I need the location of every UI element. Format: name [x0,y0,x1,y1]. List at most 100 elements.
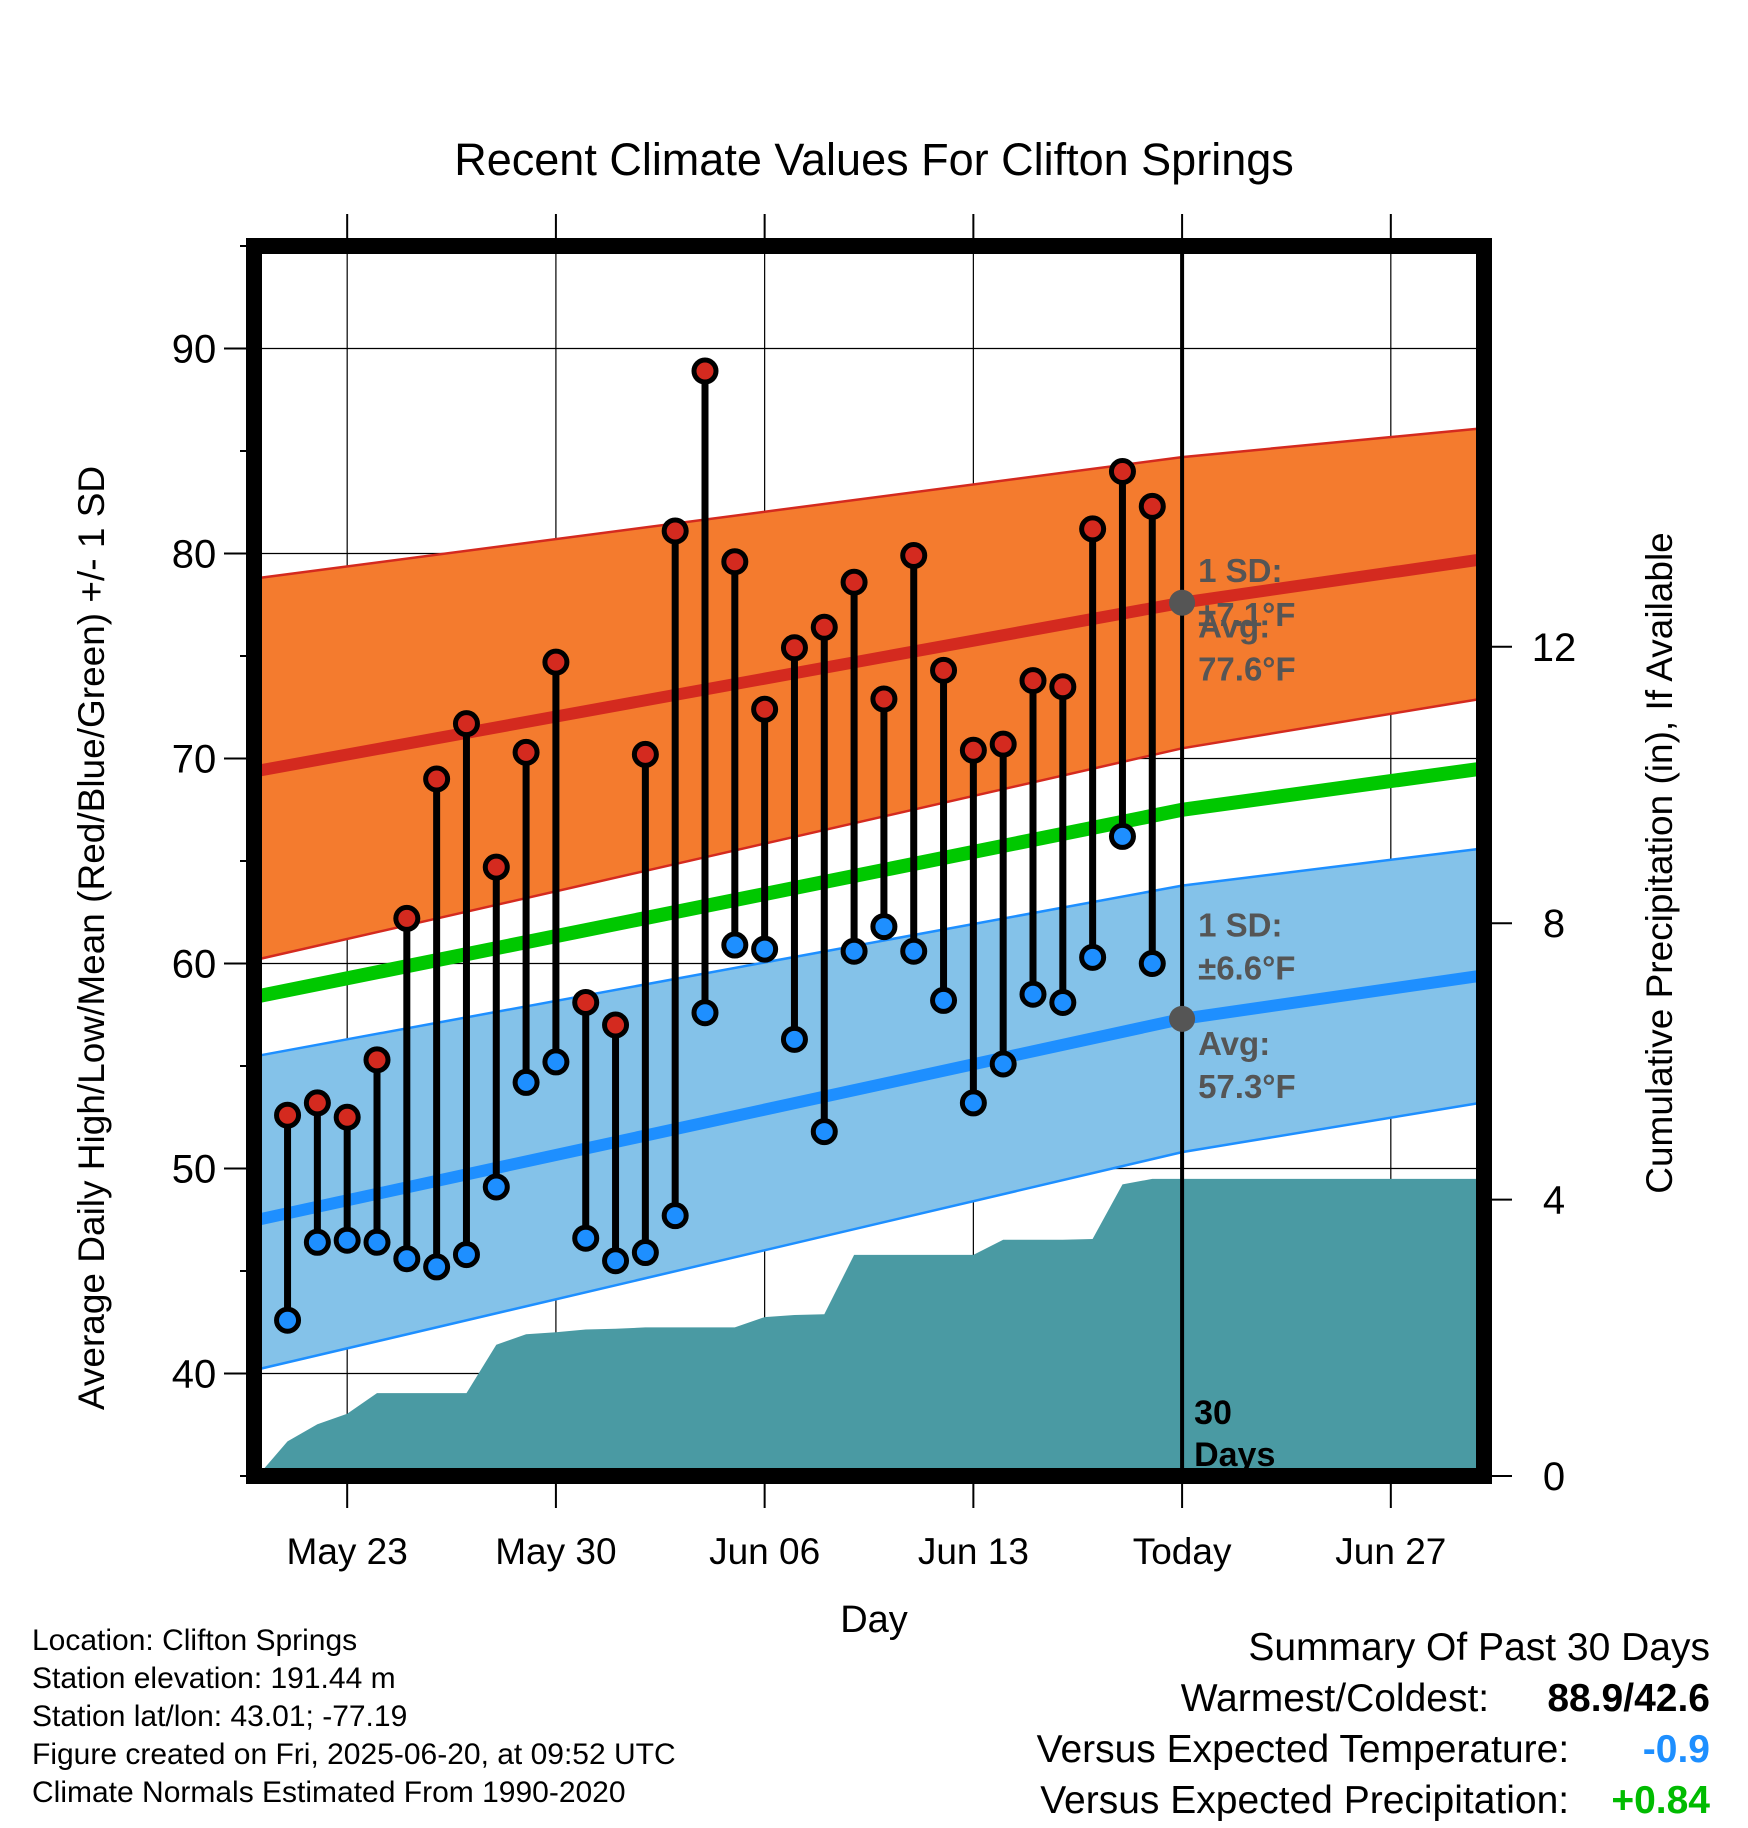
y-left-tick-label: 70 [172,738,217,782]
daily-low-point [423,1253,451,1281]
daily-low-point [452,1241,480,1269]
y-right-tick-label: 4 [1543,1179,1565,1223]
daily-low-point [721,931,749,959]
daily-high-point [393,904,421,932]
daily-low-point [930,986,958,1014]
daily-high-point [959,736,987,764]
daily-low-point [780,1025,808,1053]
daily-low-point [989,1050,1017,1078]
daily-low-point [572,1224,600,1252]
normals-text: Climate Normals Estimated From 1990-2020 [32,1776,626,1809]
daily-high-point [572,988,600,1016]
x-tick-label: Jun 27 [1335,1531,1446,1572]
daily-high-point [870,685,898,713]
high-normal-band [257,428,1481,960]
warm-cold-label: Warmest/Coldest: [1180,1677,1490,1720]
daily-low-point [751,935,779,963]
daily-low-point [840,937,868,965]
high-sd-label: 1 SD: [1198,552,1282,589]
y-axis-right-label: Cumulative Precipitation (in), If Availa… [1639,532,1680,1194]
daily-high-point [780,634,808,662]
high-avg-label: Avg: [1198,608,1270,645]
daily-high-point [840,568,868,596]
y-right-tick-label: 8 [1543,902,1565,946]
summary-panel: Summary Of Past 30 Days Warmest/Coldest:… [810,1622,1710,1826]
daily-high-point [1079,515,1107,543]
daily-low-point [1108,822,1136,850]
daily-low-point [363,1228,391,1256]
daily-low-point [512,1068,540,1096]
low-avg-label: Avg: [1198,1025,1270,1062]
temp-row: Versus Expected Temperature: -0.9 [810,1724,1710,1775]
x-tick-label: Jun 06 [709,1531,820,1572]
daily-low-point [1079,943,1107,971]
station-info: Location: Clifton Springs Station elevat… [32,1622,676,1812]
daily-high-point [721,548,749,576]
daily-high-point [751,695,779,723]
elevation-text: Station elevation: 191.44 m [32,1662,396,1695]
low-avg-today-point [1169,1005,1196,1032]
temp-value: -0.9 [1642,1728,1710,1771]
days-count-label: 30 [1194,1394,1232,1432]
daily-low-point [691,999,719,1027]
daily-high-point [661,517,689,545]
x-axis-label: Day [840,1599,908,1641]
precip-value: +0.84 [1611,1779,1710,1822]
low-normal-band [257,848,1481,1370]
x-tick-label: May 30 [495,1531,616,1572]
daily-low-point [810,1118,838,1146]
daily-low-point [274,1306,302,1334]
chart-title: Recent Climate Values For Clifton Spring… [454,134,1294,185]
high-avg-value: 77.6°F [1198,651,1296,688]
daily-high-point [989,730,1017,758]
daily-high-point [333,1103,361,1131]
daily-high-point [452,710,480,738]
daily-high-point [512,738,540,766]
daily-low-point [1049,988,1077,1016]
created-text: Figure created on Fri, 2025-06-20, at 09… [32,1738,676,1771]
daily-low-point [1138,950,1166,977]
daily-high-point [930,656,958,684]
warm-cold-value: 88.9/42.6 [1547,1677,1710,1720]
precip-row: Versus Expected Precipitation: +0.84 [810,1775,1710,1826]
daily-high-point [810,613,838,641]
y-right-tick-label: 12 [1532,626,1577,670]
daily-low-point [333,1226,361,1254]
summary-title: Summary Of Past 30 Days [1248,1626,1710,1669]
daily-high-point [363,1046,391,1074]
daily-high-point [274,1101,302,1129]
daily-low-point [542,1048,570,1076]
y-left-tick-label: 90 [172,328,217,372]
days-word-label: Days [1194,1436,1275,1474]
x-tick-label: Today [1133,1531,1232,1572]
x-tick-label: May 23 [287,1531,408,1572]
low-avg-value: 57.3°F [1198,1068,1296,1105]
daily-high-point [631,740,659,768]
precip-label: Versus Expected Precipitation: [1040,1779,1570,1822]
y-left-tick-label: 50 [172,1148,217,1192]
daily-high-point [542,648,570,676]
temp-label: Versus Expected Temperature: [1036,1728,1570,1771]
y-left-tick-label: 60 [172,943,217,987]
daily-high-point [303,1089,331,1117]
y-right-tick-label: 0 [1543,1455,1565,1499]
daily-high-point [482,853,510,881]
daily-low-point [900,937,928,965]
daily-low-point [303,1228,331,1256]
plot-inner [254,246,1484,1476]
daily-low-point [959,1089,987,1117]
high-sd-value: ±7.1°F [1198,596,1295,633]
daily-low-point [602,1247,630,1275]
daily-high-point [1019,667,1047,695]
daily-high-point [1138,492,1166,520]
latlon-text: Station lat/lon: 43.01; -77.19 [32,1700,408,1733]
daily-high-point [691,357,719,385]
y-left-tick-label: 40 [172,1353,217,1397]
x-tick-label: Jun 13 [918,1531,1029,1572]
y-axis-left-label: Average Daily High/Low/Mean (Red/Blue/Gr… [71,466,112,1410]
precip-area [257,1178,1481,1476]
daily-low-point [661,1202,689,1230]
daily-high-point [602,1011,630,1039]
